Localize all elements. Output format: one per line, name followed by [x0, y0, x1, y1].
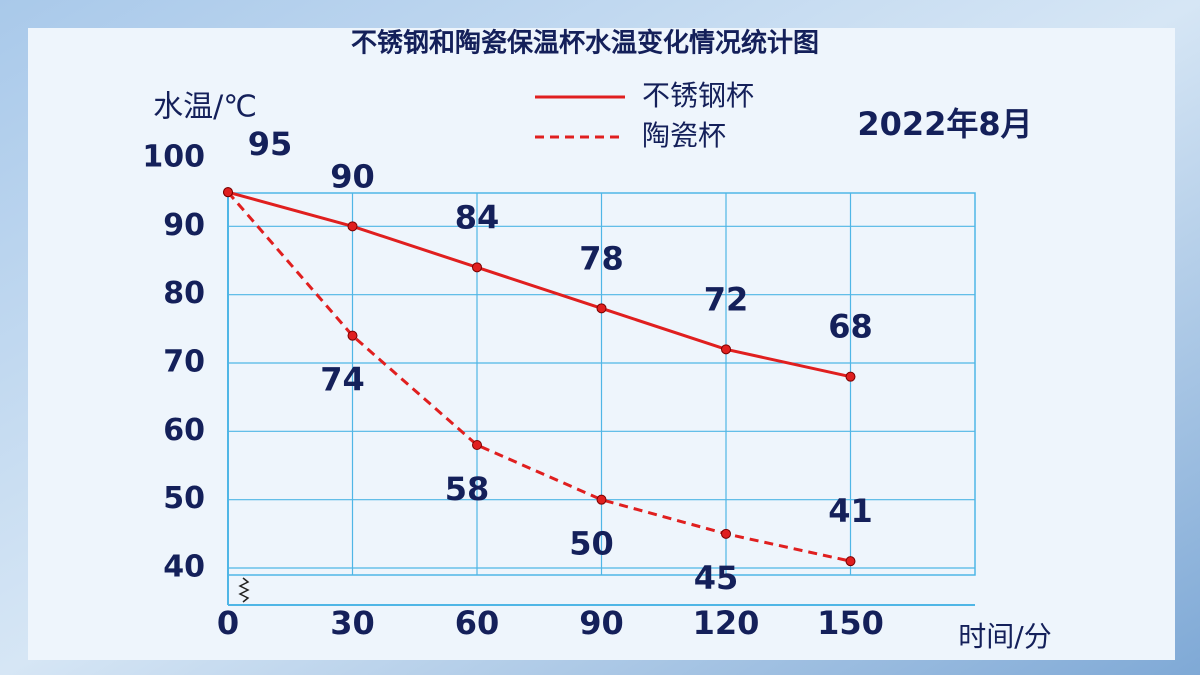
- data-label: 58: [445, 470, 490, 508]
- data-label: 72: [704, 280, 749, 318]
- data-label: 90: [330, 157, 375, 195]
- y-tick-label: 80: [163, 276, 205, 311]
- data-label: 45: [694, 559, 739, 597]
- data-label: 84: [455, 198, 500, 236]
- data-label: 95: [248, 125, 293, 163]
- y-tick-label: 70: [163, 345, 205, 380]
- x-axis-label: 时间/分: [958, 620, 1051, 653]
- data-point: [596, 303, 607, 314]
- x-tick-label: 150: [817, 604, 884, 642]
- data-point: [347, 330, 358, 341]
- data-label: 74: [320, 361, 365, 399]
- data-point: [347, 221, 358, 232]
- x-tick-label: 90: [579, 604, 624, 642]
- data-point: [472, 440, 482, 450]
- data-point: [721, 528, 731, 539]
- y-tick-label: 90: [163, 208, 205, 243]
- data-point: [721, 344, 731, 355]
- x-tick-label: 30: [330, 604, 375, 642]
- y-tick-label: 40: [163, 550, 205, 585]
- y-tick-label: 60: [163, 413, 205, 448]
- chart-title: 不锈钢和陶瓷保温杯水温变化情况统计图: [351, 28, 819, 59]
- axis-break: [238, 577, 250, 603]
- data-label: 68: [828, 308, 873, 346]
- legend-label: 陶瓷杯: [642, 119, 726, 152]
- data-label: 50: [569, 525, 614, 563]
- x-tick-label: 60: [455, 604, 500, 642]
- data-point: [845, 556, 856, 567]
- legend-label: 不锈钢杯: [642, 79, 754, 112]
- data-point: [472, 262, 482, 273]
- data-point: [223, 187, 233, 198]
- y-tick-label: 50: [163, 481, 205, 516]
- y-axis-label: 水温/℃: [153, 90, 257, 125]
- data-point: [845, 371, 856, 382]
- y-tick-label: 100: [142, 140, 205, 175]
- x-tick-label: 120: [693, 604, 760, 642]
- series-line: [227, 190, 851, 379]
- series-line: [226, 191, 851, 563]
- data-label: 78: [579, 239, 624, 277]
- data-label: 41: [828, 492, 873, 530]
- x-tick-label: 0: [217, 604, 239, 642]
- annotation: 2022年8月: [857, 105, 1032, 143]
- data-point: [596, 494, 607, 505]
